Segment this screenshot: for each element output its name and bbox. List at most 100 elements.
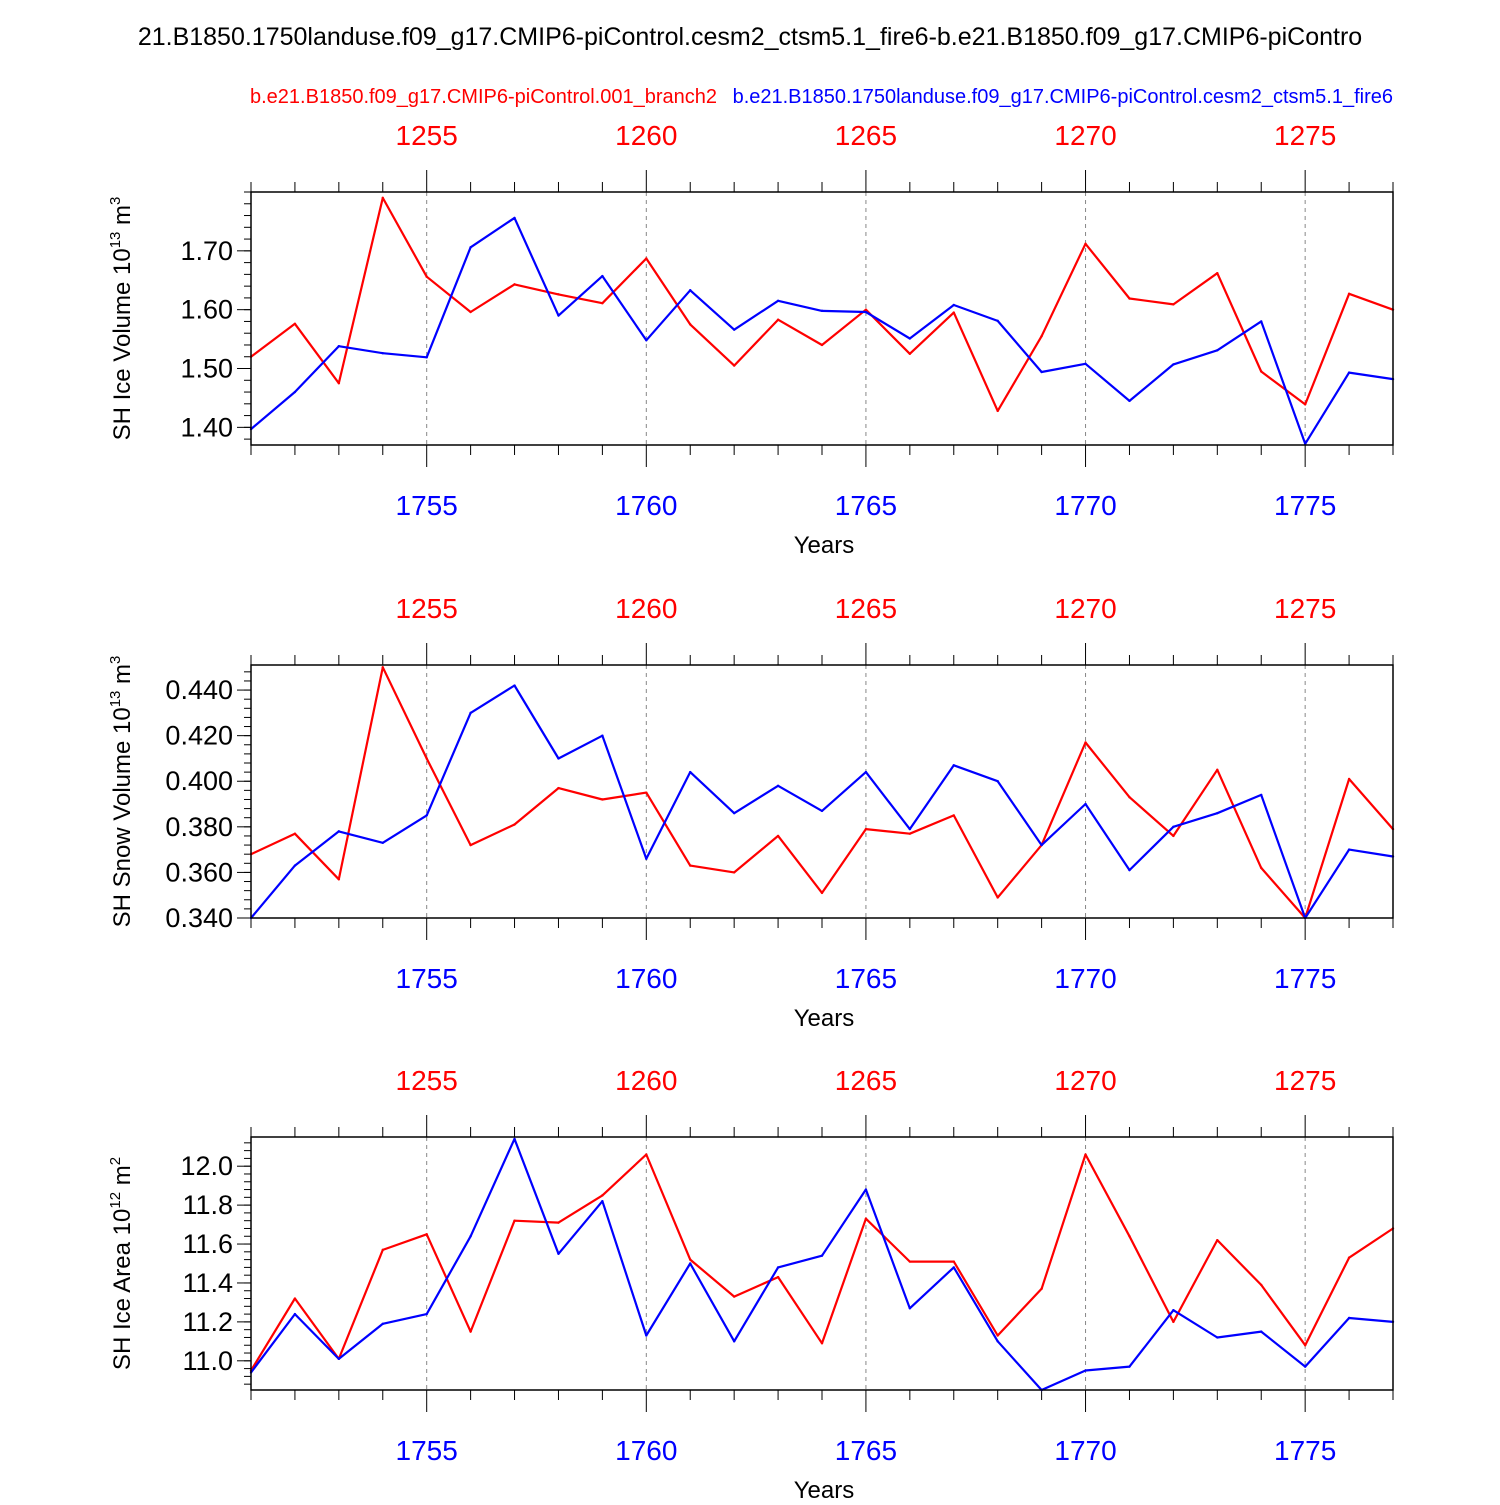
x-tick-label-top: 1270 — [1054, 1065, 1116, 1096]
data-point-red — [293, 832, 297, 835]
data-point-red — [732, 871, 736, 874]
data-point-red — [381, 666, 384, 669]
data-point-red — [1347, 1256, 1351, 1259]
y-axis-label: SH Ice Area 1012 m2 — [107, 1157, 136, 1370]
data-point-red — [820, 1342, 824, 1345]
data-point-red — [776, 318, 780, 321]
data-point-blue — [337, 344, 341, 348]
x-tick-label-bottom: 1775 — [1274, 490, 1336, 521]
x-axis-label: Years — [794, 1005, 855, 1032]
data-point-red — [1084, 741, 1087, 744]
data-point-blue — [952, 764, 955, 767]
x-tick-label-bottom: 1770 — [1054, 490, 1116, 521]
data-point-red — [337, 878, 341, 881]
data-point-red — [557, 293, 560, 296]
data-point-blue — [381, 841, 384, 844]
x-tick-label-top: 1275 — [1274, 593, 1336, 624]
series-line-blue — [250, 216, 1394, 445]
x-tick-label-top: 1265 — [835, 1065, 897, 1096]
data-point-blue — [513, 216, 516, 220]
y-tick-label: 11.0 — [182, 1346, 233, 1376]
y-tick-label: 0.440 — [165, 675, 233, 705]
data-point-blue — [1347, 1316, 1351, 1320]
data-point-blue — [864, 1188, 868, 1191]
data-point-red — [732, 364, 736, 367]
data-point-red — [601, 1194, 604, 1197]
legend-red-series: b.e21.B1850.f09_g17.CMIP6-piControl.001_… — [250, 86, 717, 108]
y-axis-label: SH Snow Volume 1013 m3 — [107, 656, 136, 928]
data-point-red — [996, 1334, 999, 1337]
data-point-blue — [864, 310, 868, 314]
y-axis-label: SH Ice Volume 1013 m3 — [107, 197, 136, 441]
x-tick-label-top: 1275 — [1274, 120, 1336, 151]
data-point-blue — [1216, 349, 1219, 352]
data-point-blue — [1347, 371, 1351, 374]
data-point-red — [996, 409, 999, 413]
data-point-blue — [601, 734, 604, 737]
x-tick-label-top: 1265 — [835, 593, 897, 624]
data-point-red — [513, 283, 516, 286]
series-line-blue — [250, 684, 1394, 920]
data-point-red — [732, 1295, 736, 1298]
x-tick-label-bottom: 1760 — [615, 1435, 677, 1466]
x-tick-label-top: 1270 — [1054, 120, 1116, 151]
data-point-red — [381, 196, 384, 200]
data-point-blue — [1040, 843, 1043, 847]
data-point-blue — [1084, 802, 1087, 806]
data-point-blue — [952, 1266, 955, 1269]
x-tick-label-top: 1260 — [615, 1065, 677, 1096]
x-tick-label-bottom: 1765 — [835, 1435, 897, 1466]
data-point-red — [1084, 242, 1087, 245]
data-point-blue — [820, 1254, 824, 1257]
x-tick-label-top: 1260 — [615, 120, 677, 151]
data-point-blue — [337, 830, 341, 833]
data-point-blue — [776, 1266, 780, 1269]
data-point-blue — [689, 289, 692, 292]
x-tick-label-bottom: 1765 — [835, 490, 897, 521]
y-tick-label: 1.40 — [180, 412, 233, 442]
data-point-blue — [732, 811, 736, 815]
data-point-blue — [645, 339, 648, 342]
data-point-blue — [689, 770, 692, 774]
data-point-red — [601, 798, 604, 801]
data-point-blue — [425, 356, 428, 359]
y-tick-label: 11.2 — [182, 1307, 233, 1337]
data-point-red — [1347, 777, 1351, 781]
y-tick-label: 1.50 — [180, 354, 233, 384]
panels: 1.40 1.50 1.60 1.70 1755 1760 1765 1770 1775 1255… — [107, 120, 1395, 1504]
x-axis-label: Years — [794, 532, 855, 559]
data-point-red — [1260, 866, 1263, 870]
x-tick-label-top: 1265 — [835, 120, 897, 151]
data-point-red — [601, 302, 604, 305]
data-point-blue — [820, 309, 824, 313]
chart-panel-3: 11.0 11.2 11.4 11.6 11.8 12.0 1755 1760 1765 1770… — [107, 1065, 1395, 1504]
data-point-blue — [1216, 1336, 1219, 1339]
data-point-red — [689, 1258, 692, 1261]
data-point-blue — [1128, 1365, 1131, 1368]
data-point-blue — [1040, 370, 1043, 374]
data-point-blue — [732, 1340, 736, 1343]
data-point-blue — [820, 809, 824, 813]
data-point-red — [689, 864, 692, 867]
y-tick-label: 0.360 — [165, 857, 233, 887]
data-point-red — [952, 814, 955, 817]
data-point-red — [1084, 1153, 1087, 1156]
data-point-red — [1128, 1235, 1131, 1238]
data-point-blue — [645, 857, 648, 860]
data-point-blue — [513, 1137, 516, 1141]
data-point-blue — [952, 303, 955, 307]
y-tick-label: 0.400 — [165, 766, 233, 796]
x-tick-label-bottom: 1760 — [615, 490, 677, 521]
data-point-red — [820, 343, 824, 347]
data-point-blue — [513, 684, 516, 687]
data-point-blue — [908, 827, 912, 831]
plot-frame — [250, 1136, 1394, 1391]
data-point-red — [469, 1330, 472, 1333]
data-point-red — [425, 275, 428, 278]
data-point-blue — [689, 1262, 692, 1265]
data-point-blue — [1172, 825, 1175, 829]
data-point-red — [1128, 795, 1131, 799]
y-tick-label: 0.340 — [165, 903, 233, 933]
data-point-blue — [645, 1334, 648, 1337]
